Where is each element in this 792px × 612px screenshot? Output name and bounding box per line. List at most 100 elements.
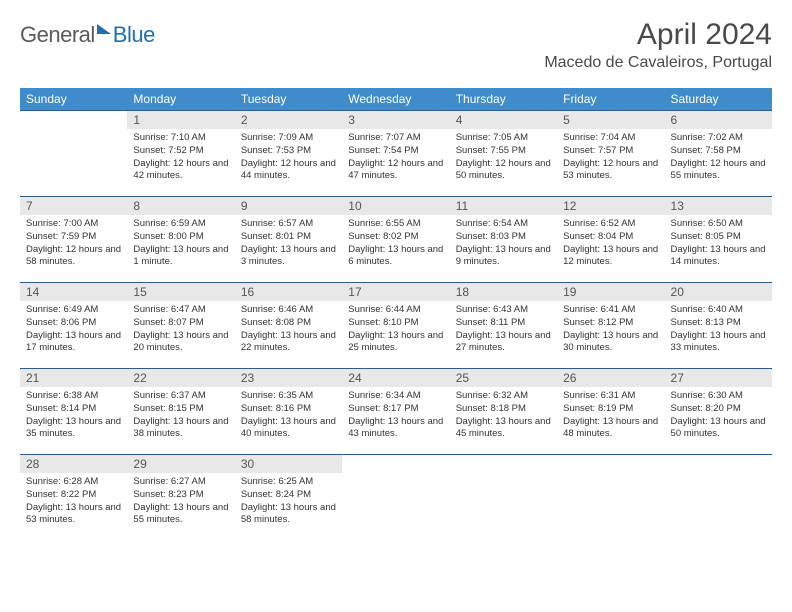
calendar-cell: 16 Sunrise: 6:46 AMSunset: 8:08 PMDayligh… — [235, 282, 342, 368]
daylight-line: Daylight: 12 hours and 47 minutes. — [348, 158, 443, 184]
day-details: Sunrise: 6:35 AMSunset: 8:16 PMDaylight:… — [235, 387, 342, 445]
sunrise-line: Sunrise: 6:52 AM — [563, 218, 658, 231]
sunrise-line: Sunrise: 6:31 AM — [563, 390, 658, 403]
day-details: Sunrise: 6:38 AMSunset: 8:14 PMDaylight:… — [20, 387, 127, 445]
day-details: Sunrise: 6:54 AMSunset: 8:03 PMDaylight:… — [450, 215, 557, 273]
day-details: Sunrise: 6:30 AMSunset: 8:20 PMDaylight:… — [665, 387, 772, 445]
day-number: 13 — [665, 196, 772, 215]
sunset-line: Sunset: 8:05 PM — [671, 231, 766, 244]
daylight-line: Daylight: 13 hours and 14 minutes. — [671, 244, 766, 270]
sunrise-line: Sunrise: 6:43 AM — [456, 304, 551, 317]
weekday-header: Wednesday — [342, 88, 449, 110]
daylight-line: Daylight: 13 hours and 30 minutes. — [563, 330, 658, 356]
day-number: 20 — [665, 282, 772, 301]
daylight-line: Daylight: 13 hours and 50 minutes. — [671, 416, 766, 442]
sunrise-line: Sunrise: 6:46 AM — [241, 304, 336, 317]
day-details: Sunrise: 6:55 AMSunset: 8:02 PMDaylight:… — [342, 215, 449, 273]
calendar-cell: 18Sunrise: 6:43 AMSunset: 8:11 PMDayligh… — [450, 282, 557, 368]
day-details: Sunrise: 6:27 AMSunset: 8:23 PMDaylight:… — [127, 473, 234, 531]
calendar-cell — [557, 454, 664, 540]
calendar-cell: 25Sunrise: 6:32 AMSunset: 8:18 PMDayligh… — [450, 368, 557, 454]
daylight-line: Daylight: 13 hours and 25 minutes. — [348, 330, 443, 356]
day-number: 16 — [235, 282, 342, 301]
sunrise-line: Sunrise: 6:50 AM — [671, 218, 766, 231]
calendar-cell: 11Sunrise: 6:54 AMSunset: 8:03 PMDayligh… — [450, 196, 557, 282]
calendar-cell: 5Sunrise: 7:04 AMSunset: 7:57 PMDaylight… — [557, 110, 664, 196]
sunset-line: Sunset: 8:13 PM — [671, 317, 766, 330]
day-details: Sunrise: 6:43 AMSunset: 8:11 PMDaylight:… — [450, 301, 557, 359]
day-number: 11 — [450, 196, 557, 215]
day-details: Sunrise: 6:40 AMSunset: 8:13 PMDaylight:… — [665, 301, 772, 359]
daylight-line: Daylight: 13 hours and 22 minutes. — [241, 330, 336, 356]
daylight-line: Daylight: 13 hours and 17 minutes. — [26, 330, 121, 356]
calendar-week-row: 1Sunrise: 7:10 AMSunset: 7:52 PMDaylight… — [20, 110, 772, 196]
sunrise-line: Sunrise: 7:09 AM — [241, 132, 336, 145]
sunset-line: Sunset: 7:58 PM — [671, 145, 766, 158]
day-details: Sunrise: 7:04 AMSunset: 7:57 PMDaylight:… — [557, 129, 664, 187]
day-number: 12 — [557, 196, 664, 215]
day-details: Sunrise: 6:49 AMSunset: 8:06 PMDaylight:… — [20, 301, 127, 359]
day-number: 9 — [235, 196, 342, 215]
sunset-line: Sunset: 8:07 PM — [133, 317, 228, 330]
sunrise-line: Sunrise: 6:35 AM — [241, 390, 336, 403]
sunrise-line: Sunrise: 6:32 AM — [456, 390, 551, 403]
sunset-line: Sunset: 8:01 PM — [241, 231, 336, 244]
sunset-line: Sunset: 8:24 PM — [241, 489, 336, 502]
day-details: Sunrise: 7:07 AMSunset: 7:54 PMDaylight:… — [342, 129, 449, 187]
day-details: Sunrise: 6:47 AMSunset: 8:07 PMDaylight:… — [127, 301, 234, 359]
calendar-cell: 14Sunrise: 6:49 AMSunset: 8:06 PMDayligh… — [20, 282, 127, 368]
day-number: 2 — [235, 110, 342, 129]
calendar-cell: 12Sunrise: 6:52 AMSunset: 8:04 PMDayligh… — [557, 196, 664, 282]
daylight-line: Daylight: 12 hours and 58 minutes. — [26, 244, 121, 270]
day-number: 6 — [665, 110, 772, 129]
sunset-line: Sunset: 7:52 PM — [133, 145, 228, 158]
sunrise-line: Sunrise: 6:38 AM — [26, 390, 121, 403]
calendar-cell: 22Sunrise: 6:37 AMSunset: 8:15 PMDayligh… — [127, 368, 234, 454]
day-number: 24 — [342, 368, 449, 387]
day-number: 27 — [665, 368, 772, 387]
sunrise-line: Sunrise: 7:04 AM — [563, 132, 658, 145]
weekday-header: Thursday — [450, 88, 557, 110]
logo-text-blue: Blue — [113, 22, 155, 48]
sunset-line: Sunset: 8:11 PM — [456, 317, 551, 330]
daylight-line: Daylight: 13 hours and 40 minutes. — [241, 416, 336, 442]
calendar-cell: 2Sunrise: 7:09 AMSunset: 7:53 PMDaylight… — [235, 110, 342, 196]
calendar-week-row: 14Sunrise: 6:49 AMSunset: 8:06 PMDayligh… — [20, 282, 772, 368]
day-number: 1 — [127, 110, 234, 129]
day-details: Sunrise: 6:57 AMSunset: 8:01 PMDaylight:… — [235, 215, 342, 273]
daylight-line: Daylight: 12 hours and 42 minutes. — [133, 158, 228, 184]
logo: General Blue — [20, 18, 155, 48]
day-details: Sunrise: 7:05 AMSunset: 7:55 PMDaylight:… — [450, 129, 557, 187]
day-number-empty — [342, 454, 449, 473]
sunrise-line: Sunrise: 6:25 AM — [241, 476, 336, 489]
sunset-line: Sunset: 8:18 PM — [456, 403, 551, 416]
day-details: Sunrise: 7:10 AMSunset: 7:52 PMDaylight:… — [127, 129, 234, 187]
calendar-cell: 20Sunrise: 6:40 AMSunset: 8:13 PMDayligh… — [665, 282, 772, 368]
sunset-line: Sunset: 8:06 PM — [26, 317, 121, 330]
sunrise-line: Sunrise: 6:37 AM — [133, 390, 228, 403]
calendar-cell: 27Sunrise: 6:30 AMSunset: 8:20 PMDayligh… — [665, 368, 772, 454]
day-number: 28 — [20, 454, 127, 473]
daylight-line: Daylight: 13 hours and 53 minutes. — [26, 502, 121, 528]
calendar-cell: 19Sunrise: 6:41 AMSunset: 8:12 PMDayligh… — [557, 282, 664, 368]
day-details: Sunrise: 6:41 AMSunset: 8:12 PMDaylight:… — [557, 301, 664, 359]
calendar-cell: 28Sunrise: 6:28 AMSunset: 8:22 PMDayligh… — [20, 454, 127, 540]
day-number-empty — [665, 454, 772, 473]
sunset-line: Sunset: 8:02 PM — [348, 231, 443, 244]
day-number: 22 — [127, 368, 234, 387]
day-number: 17 — [342, 282, 449, 301]
calendar-cell: 17Sunrise: 6:44 AMSunset: 8:10 PMDayligh… — [342, 282, 449, 368]
sunrise-line: Sunrise: 6:54 AM — [456, 218, 551, 231]
sunset-line: Sunset: 7:54 PM — [348, 145, 443, 158]
day-number: 15 — [127, 282, 234, 301]
sunset-line: Sunset: 8:08 PM — [241, 317, 336, 330]
day-number: 26 — [557, 368, 664, 387]
calendar-cell: 4Sunrise: 7:05 AMSunset: 7:55 PMDaylight… — [450, 110, 557, 196]
day-number: 7 — [20, 196, 127, 215]
day-number: 21 — [20, 368, 127, 387]
daylight-line: Daylight: 12 hours and 44 minutes. — [241, 158, 336, 184]
sunset-line: Sunset: 8:03 PM — [456, 231, 551, 244]
daylight-line: Daylight: 13 hours and 12 minutes. — [563, 244, 658, 270]
sunset-line: Sunset: 8:16 PM — [241, 403, 336, 416]
sunrise-line: Sunrise: 6:30 AM — [671, 390, 766, 403]
